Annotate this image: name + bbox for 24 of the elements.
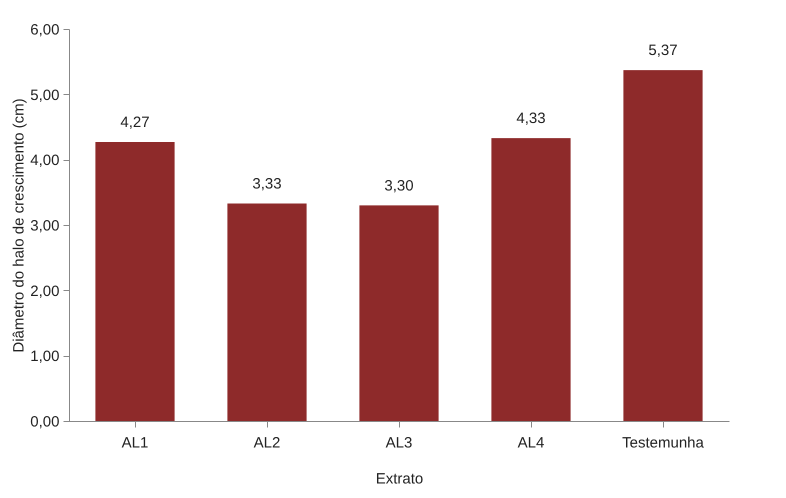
y-tick-label: 3,00	[30, 218, 60, 234]
data-label: 4,27	[120, 114, 150, 132]
y-tick-label: 6,00	[30, 22, 60, 38]
bar	[359, 205, 439, 421]
y-tick-label: 5,00	[30, 86, 60, 104]
data-label: 3,30	[384, 177, 414, 194]
y-tick-label: 4,00	[30, 152, 60, 170]
y-axis-title: Diâmetro do halo de crescimento (cm)	[10, 98, 28, 353]
x-axis-title: Extrato	[376, 470, 424, 488]
y-tick-label: 2,00	[30, 282, 60, 300]
x-tick-label: AL3	[386, 434, 412, 452]
bar	[95, 142, 175, 421]
x-tick-label: AL1	[122, 434, 148, 452]
data-label: 5,37	[648, 42, 678, 60]
y-tick-label: 1,00	[30, 348, 60, 366]
x-tick-label: AL4	[518, 434, 544, 452]
bar	[623, 70, 703, 421]
x-tick-label: AL2	[254, 434, 280, 452]
data-label: 3,33	[252, 175, 282, 192]
bar	[491, 138, 571, 421]
data-label: 4,33	[516, 110, 546, 128]
x-tick-label: Testemunha	[622, 434, 705, 452]
y-tick-label: 0,00	[30, 414, 60, 430]
bar	[227, 203, 307, 421]
